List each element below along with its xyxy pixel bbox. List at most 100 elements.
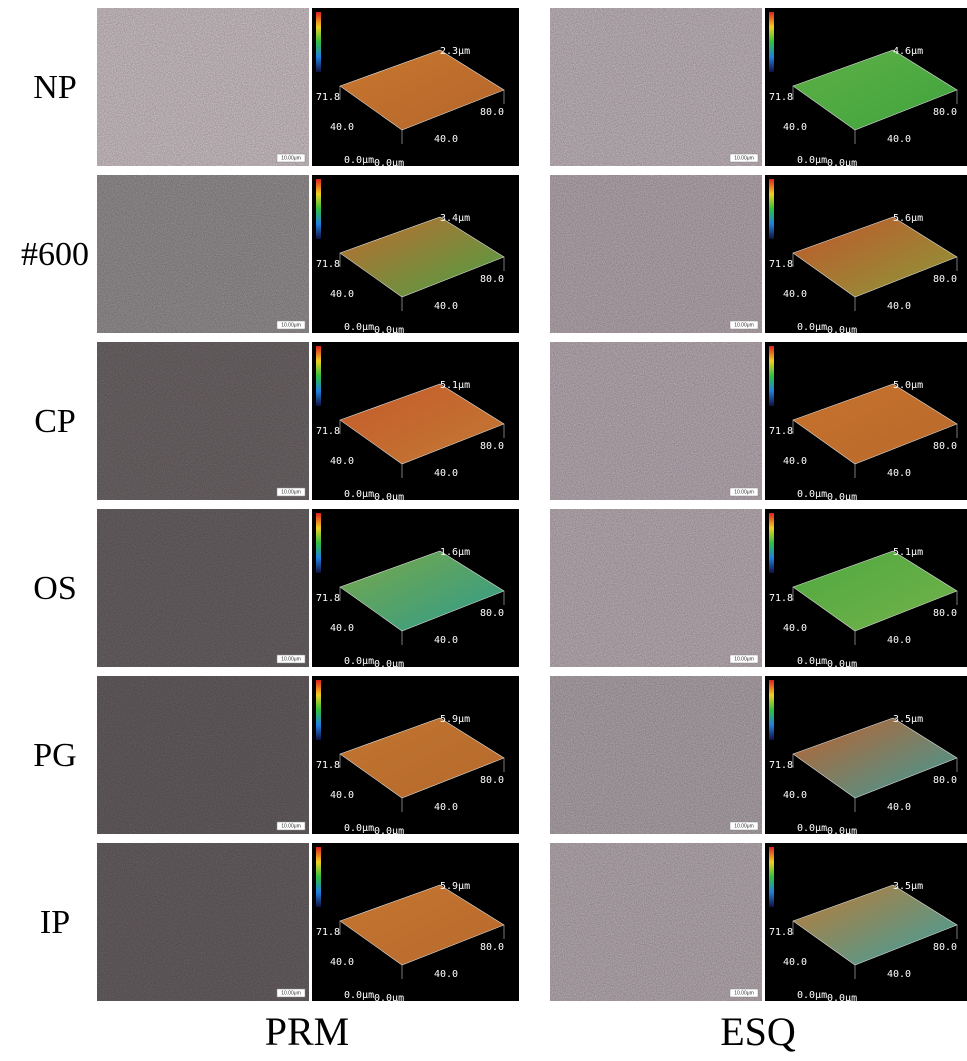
axis-label: 71.8: [769, 927, 793, 938]
axis-label: 40.0: [783, 122, 807, 133]
scale-bar-label: 10.00μm: [281, 991, 301, 997]
axis-label: 0.0μm: [374, 993, 404, 1004]
micrograph-texture: [550, 509, 762, 667]
micrograph-texture: [550, 8, 762, 166]
scale-bar-label: 10.00μm: [281, 824, 301, 830]
axis-label: 80.0: [480, 775, 504, 786]
z-max-label: 5.9μm: [440, 881, 470, 892]
micrograph-texture: [97, 509, 309, 667]
axis-label: 80.0: [480, 107, 504, 118]
axis-label: 40.0: [434, 301, 458, 312]
axis-label: 40.0: [330, 122, 354, 133]
scale-bar-label: 10.00μm: [734, 824, 754, 830]
row-label: PG: [33, 737, 76, 774]
color-bar: [769, 12, 774, 72]
axis-label: 80.0: [933, 441, 957, 452]
row-label: OS: [33, 570, 76, 607]
axis-label: 71.8: [316, 259, 340, 270]
scale-bar-label: 10.00μm: [281, 490, 301, 496]
axis-label: 40.0: [887, 635, 911, 646]
color-bar: [316, 179, 321, 239]
micrograph-texture: [550, 342, 762, 500]
axis-label: 0.0μm: [374, 826, 404, 837]
axis-label: 40.0: [887, 802, 911, 813]
scale-bar-label: 10.00μm: [734, 991, 754, 997]
column-label: PRM: [265, 1009, 350, 1054]
color-bar: [316, 12, 321, 72]
z-max-label: 4.6μm: [893, 46, 923, 57]
color-bar: [769, 513, 774, 573]
axis-label: 71.8: [769, 593, 793, 604]
scale-bar-label: 10.00μm: [734, 490, 754, 496]
micrograph-texture: [550, 676, 762, 834]
axis-label: 40.0: [783, 790, 807, 801]
axis-label: 71.8: [316, 927, 340, 938]
scale-bar-label: 10.00μm: [734, 657, 754, 663]
color-bar: [769, 680, 774, 740]
micrograph-texture: [97, 342, 309, 500]
axis-label: 0.0μm: [374, 158, 404, 169]
axis-label: 0.0μm: [827, 158, 857, 169]
z-max-label: 5.0μm: [893, 380, 923, 391]
axis-label: 0.0μm: [797, 322, 827, 333]
axis-label: 80.0: [480, 942, 504, 953]
row-label: IP: [40, 904, 70, 941]
axis-label: 71.8: [316, 760, 340, 771]
color-bar: [316, 346, 321, 406]
axis-label: 40.0: [434, 635, 458, 646]
axis-label: 71.8: [769, 92, 793, 103]
scale-bar-label: 10.00μm: [281, 323, 301, 329]
z-max-label: 5.1μm: [440, 380, 470, 391]
axis-label: 71.8: [769, 259, 793, 270]
z-max-label: 3.5μm: [893, 714, 923, 725]
axis-label: 71.8: [769, 760, 793, 771]
color-bar: [316, 513, 321, 573]
axis-label: 0.0μm: [344, 990, 374, 1001]
axis-label: 0.0μm: [797, 155, 827, 166]
color-bar: [316, 680, 321, 740]
axis-label: 0.0μm: [827, 826, 857, 837]
axis-label: 0.0μm: [374, 659, 404, 670]
color-bar: [316, 847, 321, 907]
micrograph-texture: [550, 175, 762, 333]
axis-label: 71.8: [316, 426, 340, 437]
micrograph-texture: [97, 843, 309, 1001]
axis-label: 40.0: [434, 969, 458, 980]
axis-label: 0.0μm: [344, 322, 374, 333]
micrograph-texture: [97, 676, 309, 834]
axis-label: 40.0: [330, 623, 354, 634]
axis-label: 0.0μm: [797, 823, 827, 834]
axis-label: 0.0μm: [827, 993, 857, 1004]
panel: 10.00μm5.1μm71.840.080.040.00.0μm0.0μm: [550, 509, 967, 670]
axis-label: 0.0μm: [344, 823, 374, 834]
axis-label: 40.0: [887, 301, 911, 312]
axis-label: 40.0: [330, 289, 354, 300]
z-max-label: 2.3μm: [440, 46, 470, 57]
z-max-label: 5.1μm: [893, 547, 923, 558]
axis-label: 40.0: [330, 957, 354, 968]
micrograph-texture: [97, 8, 309, 166]
scale-bar-label: 10.00μm: [734, 156, 754, 162]
axis-label: 0.0μm: [797, 990, 827, 1001]
axis-label: 0.0μm: [827, 659, 857, 670]
axis-label: 0.0μm: [344, 489, 374, 500]
row-label: NP: [33, 69, 76, 106]
axis-label: 71.8: [316, 92, 340, 103]
axis-label: 71.8: [769, 426, 793, 437]
panel: 10.00μm 3.5μm 71.8 40.0 80.0 40.0 0.0μm0.0μm: [550, 676, 967, 837]
scale-bar-label: 10.00μm: [281, 657, 301, 663]
micrograph-texture: [550, 843, 762, 1001]
micrograph-texture: [97, 175, 309, 333]
axis-label: 40.0: [434, 802, 458, 813]
color-bar: [769, 346, 774, 406]
axis-label: 0.0μm: [344, 155, 374, 166]
axis-label: 80.0: [933, 775, 957, 786]
axis-label: 40.0: [434, 468, 458, 479]
z-max-label: 3.5μm: [893, 881, 923, 892]
